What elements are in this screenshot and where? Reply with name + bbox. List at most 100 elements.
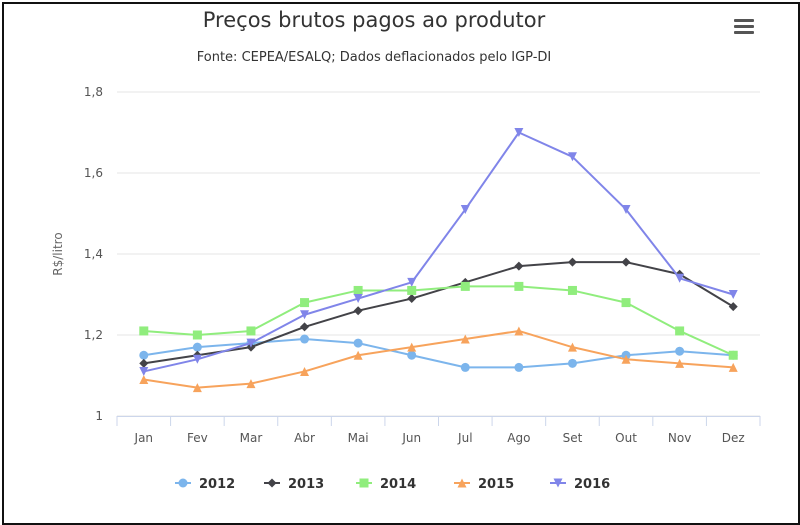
data-point-2015: [139, 375, 149, 385]
data-point-2015: [353, 350, 363, 360]
data-point-2016: [675, 273, 685, 283]
menu-bar: [734, 31, 754, 34]
legend-item-2014[interactable]: 2014: [356, 477, 416, 492]
legend-label: 2012: [199, 477, 235, 492]
x-tick-label: Ago: [507, 431, 530, 445]
data-point-2016: [139, 366, 149, 376]
data-point-2012: [514, 362, 524, 372]
data-point-2016: [407, 277, 417, 287]
data-point-2012: [139, 350, 149, 360]
series-line-2014: [142, 285, 735, 357]
legend-marker: [178, 478, 188, 488]
data-point-2014: [139, 326, 149, 336]
data-point-2016: [621, 204, 631, 214]
data-point-2013: [353, 306, 363, 316]
data-point-2014: [246, 326, 256, 336]
series-2013: [139, 257, 738, 368]
menu-bar: [734, 25, 754, 28]
data-point-2013: [728, 302, 738, 312]
legend-label: 2015: [478, 477, 514, 492]
x-tick-label: Abr: [294, 431, 315, 445]
data-point-2014: [728, 350, 738, 360]
y-tick-label: 1,4: [84, 247, 103, 261]
data-point-2016: [728, 290, 738, 299]
data-point-2014: [192, 330, 202, 340]
legend-label: 2013: [288, 477, 324, 492]
data-point-2016: [192, 354, 202, 364]
data-point-2013: [300, 322, 310, 332]
x-tick-label: Jun: [401, 431, 421, 445]
data-point-2015: [675, 358, 685, 368]
x-tick-label: Fev: [187, 431, 208, 445]
data-point-2014: [407, 285, 417, 295]
legend-item-2016[interactable]: 2016: [550, 477, 610, 492]
legend-marker: [553, 478, 563, 488]
legend-marker: [267, 478, 277, 488]
chart-title: Preços brutos pagos ao produtor: [202, 8, 546, 32]
data-point-2014: [300, 298, 310, 308]
hamburger-menu-icon[interactable]: [730, 14, 758, 40]
x-tick-label: Mai: [348, 431, 369, 445]
data-point-2012: [192, 342, 202, 352]
data-point-2015: [192, 383, 202, 393]
legend-item-2013[interactable]: 2013: [264, 477, 324, 492]
series-group: [139, 128, 738, 393]
series-line-2016: [142, 131, 735, 373]
legend-label: 2014: [380, 477, 416, 492]
data-point-2016: [514, 128, 524, 137]
data-point-2015: [407, 342, 417, 352]
legend-label: 2016: [574, 477, 610, 492]
x-tick-label: Nov: [668, 431, 691, 445]
data-point-2015: [300, 366, 310, 376]
x-tick-label: Mar: [240, 431, 263, 445]
legend-item-2012[interactable]: 2012: [175, 477, 235, 492]
x-tick-label: Set: [563, 431, 583, 445]
series-line-2015: [142, 329, 735, 389]
series-2016: [139, 128, 738, 376]
x-tick-label: Dez: [722, 431, 745, 445]
chart-subtitle: Fonte: CEPEA/ESALQ; Dados deflacionados …: [196, 50, 552, 65]
data-point-2012: [407, 350, 417, 360]
data-point-2013: [567, 257, 577, 267]
data-point-2012: [460, 362, 470, 372]
legend-marker: [359, 478, 369, 488]
data-point-2013: [139, 358, 149, 368]
x-tick-label: Out: [615, 431, 637, 445]
data-point-2016: [300, 310, 310, 320]
data-point-2016: [246, 338, 256, 348]
data-point-2014: [621, 298, 631, 308]
series-2012: [139, 334, 738, 372]
series-2014: [139, 281, 738, 360]
y-tick-label: 1: [95, 409, 103, 423]
series-line-2013: [142, 261, 735, 365]
legend-item-2015[interactable]: 2015: [454, 477, 514, 492]
data-point-2012: [675, 346, 685, 356]
data-point-2015: [514, 326, 524, 336]
data-point-2015: [246, 379, 256, 389]
data-point-2015: [728, 362, 738, 372]
legend: 2012 2013 2014 2015 2016: [175, 477, 610, 492]
data-point-2013: [514, 261, 524, 271]
data-point-2012: [300, 334, 310, 344]
data-point-2014: [460, 281, 470, 291]
series-line-2012: [142, 338, 735, 369]
data-point-2015: [460, 334, 470, 344]
data-point-2016: [460, 204, 470, 214]
data-point-2016: [567, 152, 577, 162]
y-axis-title: R$/litro: [51, 232, 65, 275]
data-point-2013: [407, 294, 417, 304]
x-tick-label: Jan: [134, 431, 154, 445]
menu-bar: [734, 19, 754, 22]
data-point-2014: [675, 326, 685, 336]
legend-marker: [457, 478, 467, 488]
axes: 1 1,2 1,4 1,6 1,8 R$/litro Jan Fev Mar Abr Mai Jun J…: [51, 85, 761, 445]
grid-lines: [117, 91, 760, 417]
data-point-2015: [567, 342, 577, 352]
series-2015: [139, 326, 738, 393]
data-point-2014: [514, 281, 524, 291]
data-point-2012: [567, 358, 577, 368]
data-point-2013: [621, 257, 631, 267]
data-point-2012: [353, 338, 363, 348]
y-tick-label: 1,6: [84, 166, 103, 180]
